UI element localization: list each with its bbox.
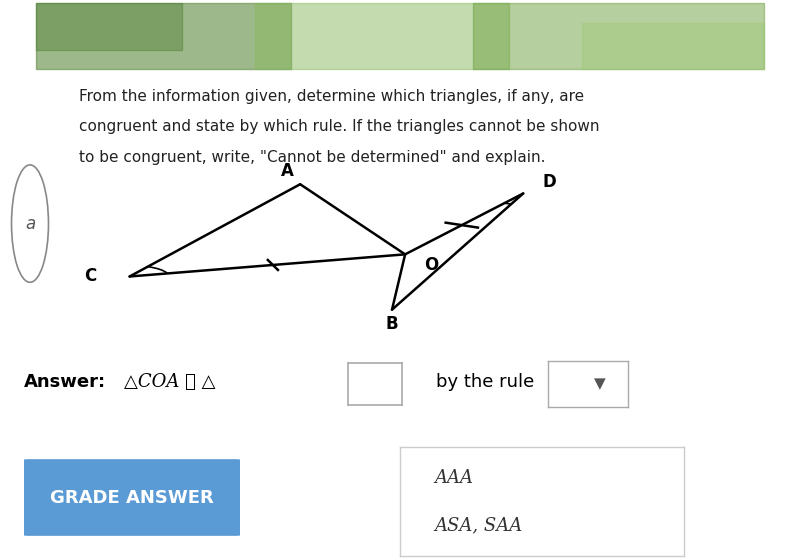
Text: B: B (386, 315, 398, 334)
Text: D: D (542, 173, 556, 191)
Text: to be congruent, write, "Cannot be determined" and explain.: to be congruent, write, "Cannot be deter… (79, 150, 546, 164)
Text: a: a (25, 215, 35, 233)
Text: A: A (281, 162, 294, 181)
Text: congruent and state by which rule. If the triangles cannot be shown: congruent and state by which rule. If th… (79, 119, 600, 134)
Text: GRADE ANSWER: GRADE ANSWER (50, 489, 214, 506)
Text: ▼: ▼ (594, 377, 606, 391)
Text: AAA: AAA (434, 468, 473, 487)
Text: △COA ≅ △: △COA ≅ △ (124, 373, 215, 391)
Text: by the rule: by the rule (436, 373, 534, 391)
Text: From the information given, determine which triangles, if any, are: From the information given, determine wh… (79, 89, 585, 104)
Text: ASA, SAA: ASA, SAA (434, 517, 522, 535)
Text: C: C (84, 267, 96, 286)
FancyBboxPatch shape (20, 459, 244, 536)
Circle shape (11, 165, 49, 282)
Text: Answer:: Answer: (24, 373, 106, 391)
Text: O: O (424, 257, 438, 274)
Text: 3: 3 (19, 103, 41, 132)
